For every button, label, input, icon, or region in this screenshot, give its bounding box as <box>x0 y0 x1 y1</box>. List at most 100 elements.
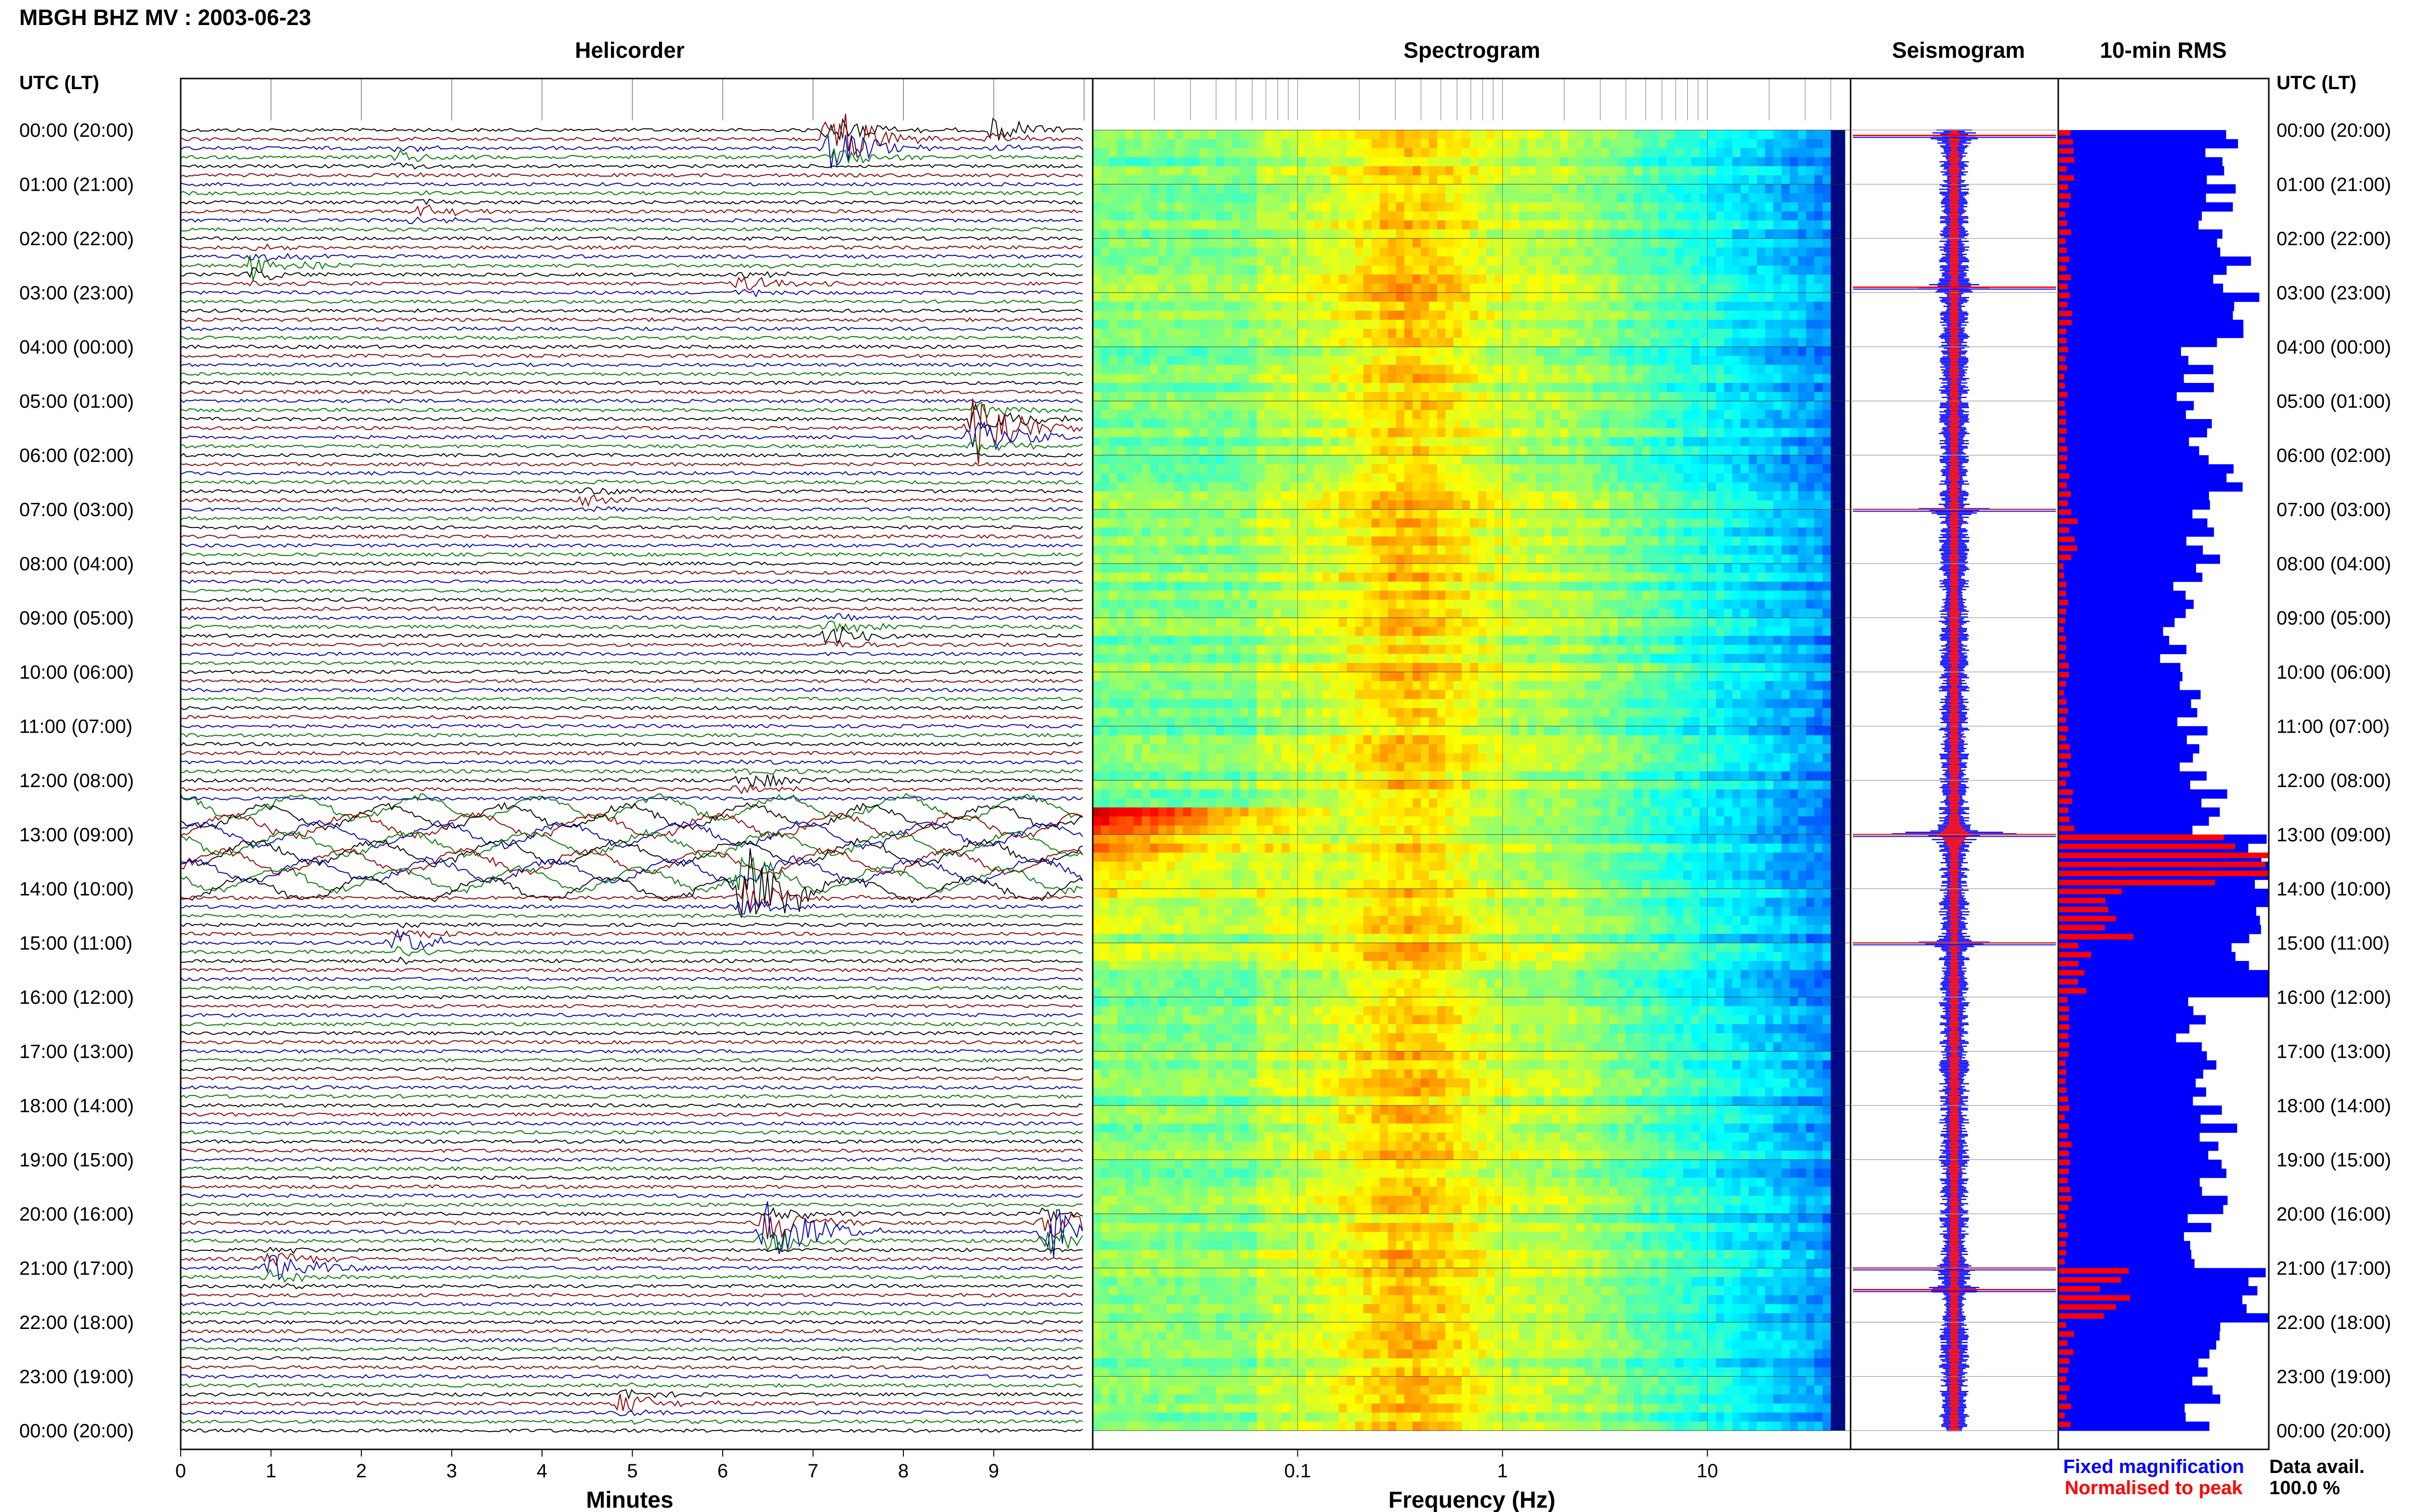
helicorder-title: Helicorder <box>575 38 685 63</box>
spectrogram-cell <box>1437 166 1446 176</box>
spectrogram-cell <box>1199 238 1208 248</box>
spectrogram-cell <box>1134 392 1142 402</box>
spectrogram-cell <box>1101 608 1110 618</box>
spectrogram-cell <box>1404 238 1413 248</box>
spectrogram-cell <box>1240 383 1249 393</box>
spectrogram-cell <box>1109 464 1118 474</box>
spectrogram-cell <box>1617 383 1626 393</box>
spectrogram-cell <box>1691 428 1700 438</box>
spectrogram-cell <box>1667 600 1675 609</box>
spectrogram-cell <box>1207 247 1216 257</box>
spectrogram-cell <box>1806 618 1815 627</box>
spectrogram-cell <box>1724 428 1733 438</box>
spectrogram-cell <box>1552 618 1561 627</box>
spectrogram-cell <box>1789 130 1799 140</box>
spectrogram-cell <box>1281 545 1290 555</box>
spectrogram-cell <box>1609 500 1618 510</box>
spectrogram-cell <box>1109 491 1118 501</box>
spectrogram-cell <box>1552 591 1561 600</box>
spectrogram-cell <box>1281 618 1290 627</box>
spectrogram-cell <box>1601 437 1610 447</box>
spectrogram-cell <box>1544 302 1552 311</box>
spectrogram-cell <box>1732 184 1741 194</box>
spectrogram-cell <box>1560 464 1569 474</box>
spectrogram-cell <box>1740 311 1749 320</box>
spectrogram-cell <box>1773 338 1782 347</box>
spectrogram-cell <box>1798 319 1807 329</box>
spectrogram-cell <box>1125 410 1134 420</box>
spectrogram-cell <box>1101 193 1110 203</box>
spectrogram-cell <box>1363 275 1372 284</box>
spectrogram-cell <box>1453 437 1462 447</box>
spectrogram-cell <box>1675 283 1683 293</box>
spectrogram-cell <box>1314 600 1323 609</box>
spectrogram-cell <box>1691 365 1700 374</box>
spectrogram-cell <box>1175 338 1183 347</box>
spectrogram-cell <box>1420 419 1430 429</box>
spectrogram-cell <box>1257 319 1265 329</box>
spectrogram-cell <box>1650 446 1659 456</box>
spectrogram-cell <box>1248 319 1257 329</box>
spectrogram-cell <box>1412 455 1421 465</box>
spectrogram-cell <box>1593 500 1602 510</box>
spectrogram-cell <box>1117 437 1126 447</box>
spectrogram-cell <box>1732 428 1741 438</box>
spectrogram-cell <box>1257 527 1265 537</box>
spectrogram-cell <box>1740 365 1749 374</box>
spectrogram-cell <box>1740 202 1749 212</box>
spectrogram-cell <box>1781 572 1790 582</box>
spectrogram-cell <box>1814 175 1823 185</box>
spectrogram-cell <box>1658 608 1667 618</box>
spectrogram-cell <box>1420 347 1430 356</box>
spectrogram-cell <box>1224 527 1232 537</box>
spectrogram-cell <box>1347 428 1356 438</box>
spectrogram-cell <box>1117 410 1126 420</box>
spectrogram-cell <box>1248 401 1257 410</box>
spectrogram-cell <box>1412 545 1421 555</box>
spectrogram-cell <box>1461 581 1470 591</box>
spectrogram-cell <box>1166 509 1175 519</box>
spectrogram-cell <box>1371 392 1380 402</box>
spectrogram-cell <box>1576 365 1585 374</box>
spectrogram-cell <box>1117 581 1126 591</box>
spectrogram-cell <box>1191 491 1200 501</box>
spectrogram-cell <box>1150 554 1159 564</box>
spectrogram-cell <box>1527 292 1536 302</box>
spectrogram-cell <box>1355 383 1364 393</box>
spectrogram-cell <box>1289 509 1298 519</box>
spectrogram-cell <box>1757 211 1766 221</box>
spectrogram-cell <box>1224 446 1232 456</box>
spectrogram-cell <box>1232 627 1241 636</box>
spectrogram-cell <box>1199 446 1208 456</box>
spectrogram-cell <box>1519 419 1528 429</box>
spectrogram-cell <box>1781 464 1790 474</box>
spectrogram-cell <box>1609 608 1618 618</box>
spectrogram-cell <box>1519 428 1528 438</box>
spectrogram-cell <box>1216 157 1224 167</box>
spectrogram-cell <box>1469 591 1479 600</box>
spectrogram-cell <box>1224 220 1232 230</box>
spectrogram-cell <box>1519 581 1528 591</box>
spectrogram-cell <box>1396 220 1405 230</box>
spectrogram-cell <box>1330 572 1339 582</box>
spectrogram-cell <box>1781 193 1790 203</box>
spectrogram-cell <box>1109 148 1118 158</box>
spectrogram-cell <box>1568 347 1577 356</box>
spectrogram-cell <box>1322 157 1331 167</box>
spectrogram-cell <box>1101 564 1110 573</box>
spectrogram-cell <box>1527 600 1536 609</box>
spectrogram-cell <box>1683 319 1692 329</box>
spectrogram-cell <box>1601 446 1610 456</box>
spectrogram-cell <box>1158 148 1167 158</box>
spectrogram-cell <box>1560 355 1569 366</box>
spectrogram-cell <box>1585 518 1593 528</box>
spectrogram-cell <box>1314 184 1323 194</box>
spectrogram-cell <box>1453 374 1462 383</box>
spectrogram-cell <box>1207 130 1216 140</box>
spectrogram-cell <box>1109 175 1118 185</box>
spectrogram-cell <box>1134 437 1142 447</box>
spectrogram-cell <box>1125 265 1134 275</box>
spectrogram-cell <box>1306 437 1315 447</box>
spectrogram-cell <box>1437 527 1446 537</box>
spectrogram-cell <box>1412 157 1421 167</box>
